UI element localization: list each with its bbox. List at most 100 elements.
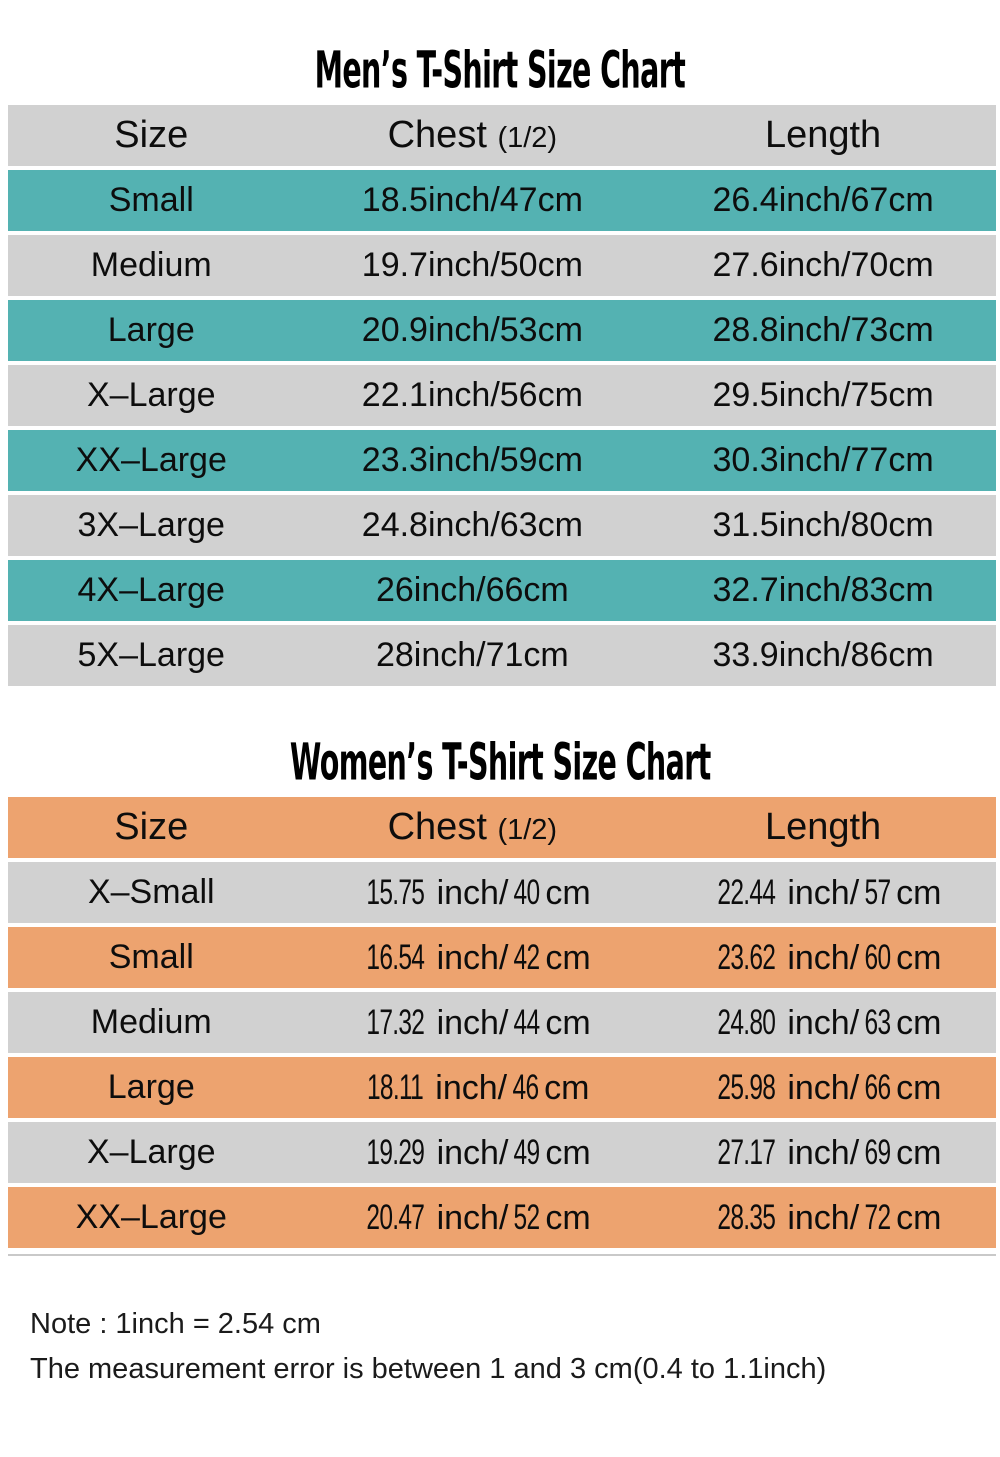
table-row: X–Large 22.1inch/56cm 29.5inch/75cm [8, 365, 996, 426]
womens-table-header: Size Chest (1/2) Length [8, 797, 996, 858]
inch-value: 24.80 [717, 1002, 776, 1042]
size-cell: X–Large [8, 1122, 295, 1183]
cm-unit: cm [896, 1003, 942, 1042]
length-cell: 25.98 inch/ 66 cm [650, 1057, 996, 1118]
womens-header-length: Length [650, 797, 996, 858]
chest-cell: 20.9inch/53cm [294, 300, 651, 361]
footnotes: Note : 1inch = 2.54 cm The measurement e… [30, 1302, 1000, 1392]
mens-header-chest-label: Chest [387, 114, 487, 156]
length-cell: 30.3inch/77cm [650, 430, 996, 491]
cm-unit: cm [545, 1133, 591, 1172]
cm-value: 49 [513, 1132, 541, 1172]
length-cell: 28.35 inch/ 72 cm [650, 1187, 996, 1248]
inch-value: 20.47 [366, 1197, 425, 1237]
chest-cell: 19.29 inch/ 49 cm [294, 1122, 651, 1183]
length-cell: 32.7inch/83cm [650, 560, 996, 621]
inch-value: 22.44 [717, 872, 776, 912]
womens-header-size: Size [8, 797, 295, 858]
note-line-1: Note : 1inch = 2.54 cm [30, 1308, 321, 1340]
cm-value: 52 [513, 1197, 541, 1237]
mens-table-header: Size Chest (1/2) Length [8, 105, 996, 166]
table-row: XX–Large 20.47 inch/ 52 cm 28.35 inch/ 72 cm [8, 1187, 996, 1248]
table-row: X–Small 15.75 inch/ 40 cm 22.44 inch/ 57 cm [8, 862, 996, 923]
length-cell: 33.9inch/86cm [650, 625, 996, 686]
length-cell: 23.62 inch/ 60 cm [650, 927, 996, 988]
size-cell: XX–Large [8, 1187, 295, 1248]
table-row: 4X–Large 26inch/66cm 32.7inch/83cm [8, 560, 996, 621]
inch-value: 19.29 [366, 1132, 425, 1172]
womens-chart-title: Women’s T-Shirt Size Chart [0, 732, 1000, 793]
cm-unit: cm [545, 873, 591, 912]
cm-unit: cm [896, 1068, 942, 1107]
womens-chart-title-text: Women’s T-Shirt Size Chart [289, 732, 711, 792]
womens-table-bottom-divider [8, 1254, 996, 1256]
inch-value: 25.98 [717, 1067, 776, 1107]
mens-header-chest-note: (1/2) [497, 122, 558, 154]
inch-unit: inch/ [436, 873, 509, 912]
size-cell: Large [8, 300, 295, 361]
mens-chart-title-text: Men’s T-Shirt Size Chart [314, 40, 686, 100]
length-cell: 31.5inch/80cm [650, 495, 996, 556]
table-row: Medium 17.32 inch/ 44 cm 24.80 inch/ 63 cm [8, 992, 996, 1053]
size-cell: Medium [8, 992, 295, 1053]
inch-unit: inch/ [436, 1198, 509, 1237]
size-cell: 3X–Large [8, 495, 295, 556]
inch-value: 17.32 [366, 1002, 425, 1042]
table-row: Medium 19.7inch/50cm 27.6inch/70cm [8, 235, 996, 296]
length-cell: 27.17 inch/ 69 cm [650, 1122, 996, 1183]
cm-value: 60 [864, 937, 892, 977]
cm-value: 69 [864, 1132, 892, 1172]
table-row: Large 18.11 inch/ 46 cm 25.98 inch/ 66 cm [8, 1057, 996, 1118]
inch-unit: inch/ [787, 1068, 860, 1107]
size-cell: Medium [8, 235, 295, 296]
chest-cell: 28inch/71cm [294, 625, 651, 686]
mens-header-chest: Chest (1/2) [294, 105, 651, 166]
cm-unit: cm [545, 938, 591, 977]
chest-cell: 15.75 inch/ 40 cm [294, 862, 651, 923]
cm-value: 44 [513, 1002, 541, 1042]
table-row: Small 16.54 inch/ 42 cm 23.62 inch/ 60 cm [8, 927, 996, 988]
cm-value: 72 [864, 1197, 892, 1237]
cm-value: 63 [864, 1002, 892, 1042]
mens-chart-title: Men’s T-Shirt Size Chart [0, 0, 1000, 101]
inch-unit: inch/ [436, 1003, 509, 1042]
length-cell: 26.4inch/67cm [650, 170, 996, 231]
chest-cell: 16.54 inch/ 42 cm [294, 927, 651, 988]
chest-cell: 26inch/66cm [294, 560, 651, 621]
womens-header-chest-note: (1/2) [497, 814, 558, 846]
inch-value: 23.62 [717, 937, 776, 977]
inch-unit: inch/ [436, 1133, 509, 1172]
inch-unit: inch/ [787, 938, 860, 977]
mens-size-table: Size Chest (1/2) Length Small 18.5inch/47… [8, 101, 996, 690]
inch-unit: inch/ [787, 1198, 860, 1237]
inch-unit: inch/ [787, 873, 860, 912]
chest-cell: 17.32 inch/ 44 cm [294, 992, 651, 1053]
chest-cell: 18.5inch/47cm [294, 170, 651, 231]
inch-value: 15.75 [366, 872, 425, 912]
cm-unit: cm [896, 1133, 942, 1172]
length-cell: 27.6inch/70cm [650, 235, 996, 296]
womens-size-table: Size Chest (1/2) Length X–Small 15.75 inch… [8, 793, 996, 1252]
size-cell: Large [8, 1057, 295, 1118]
chest-cell: 23.3inch/59cm [294, 430, 651, 491]
cm-unit: cm [896, 938, 942, 977]
chest-cell: 19.7inch/50cm [294, 235, 651, 296]
cm-value: 42 [513, 937, 541, 977]
cm-unit: cm [896, 1198, 942, 1237]
chest-cell: 22.1inch/56cm [294, 365, 651, 426]
table-row: XX–Large 23.3inch/59cm 30.3inch/77cm [8, 430, 996, 491]
table-row: X–Large 19.29 inch/ 49 cm 27.17 inch/ 69 cm [8, 1122, 996, 1183]
inch-value: 18.11 [367, 1067, 424, 1107]
cm-value: 46 [512, 1067, 540, 1107]
chest-cell: 20.47 inch/ 52 cm [294, 1187, 651, 1248]
length-cell: 24.80 inch/ 63 cm [650, 992, 996, 1053]
womens-header-row: Size Chest (1/2) Length [8, 797, 996, 858]
inch-unit: inch/ [435, 1068, 508, 1107]
inch-unit: inch/ [436, 938, 509, 977]
inch-value: 28.35 [717, 1197, 776, 1237]
chest-cell: 24.8inch/63cm [294, 495, 651, 556]
mens-header-size: Size [8, 105, 295, 166]
table-row: 5X–Large 28inch/71cm 33.9inch/86cm [8, 625, 996, 686]
note-line-2: The measurement error is between 1 and 3… [30, 1353, 827, 1385]
